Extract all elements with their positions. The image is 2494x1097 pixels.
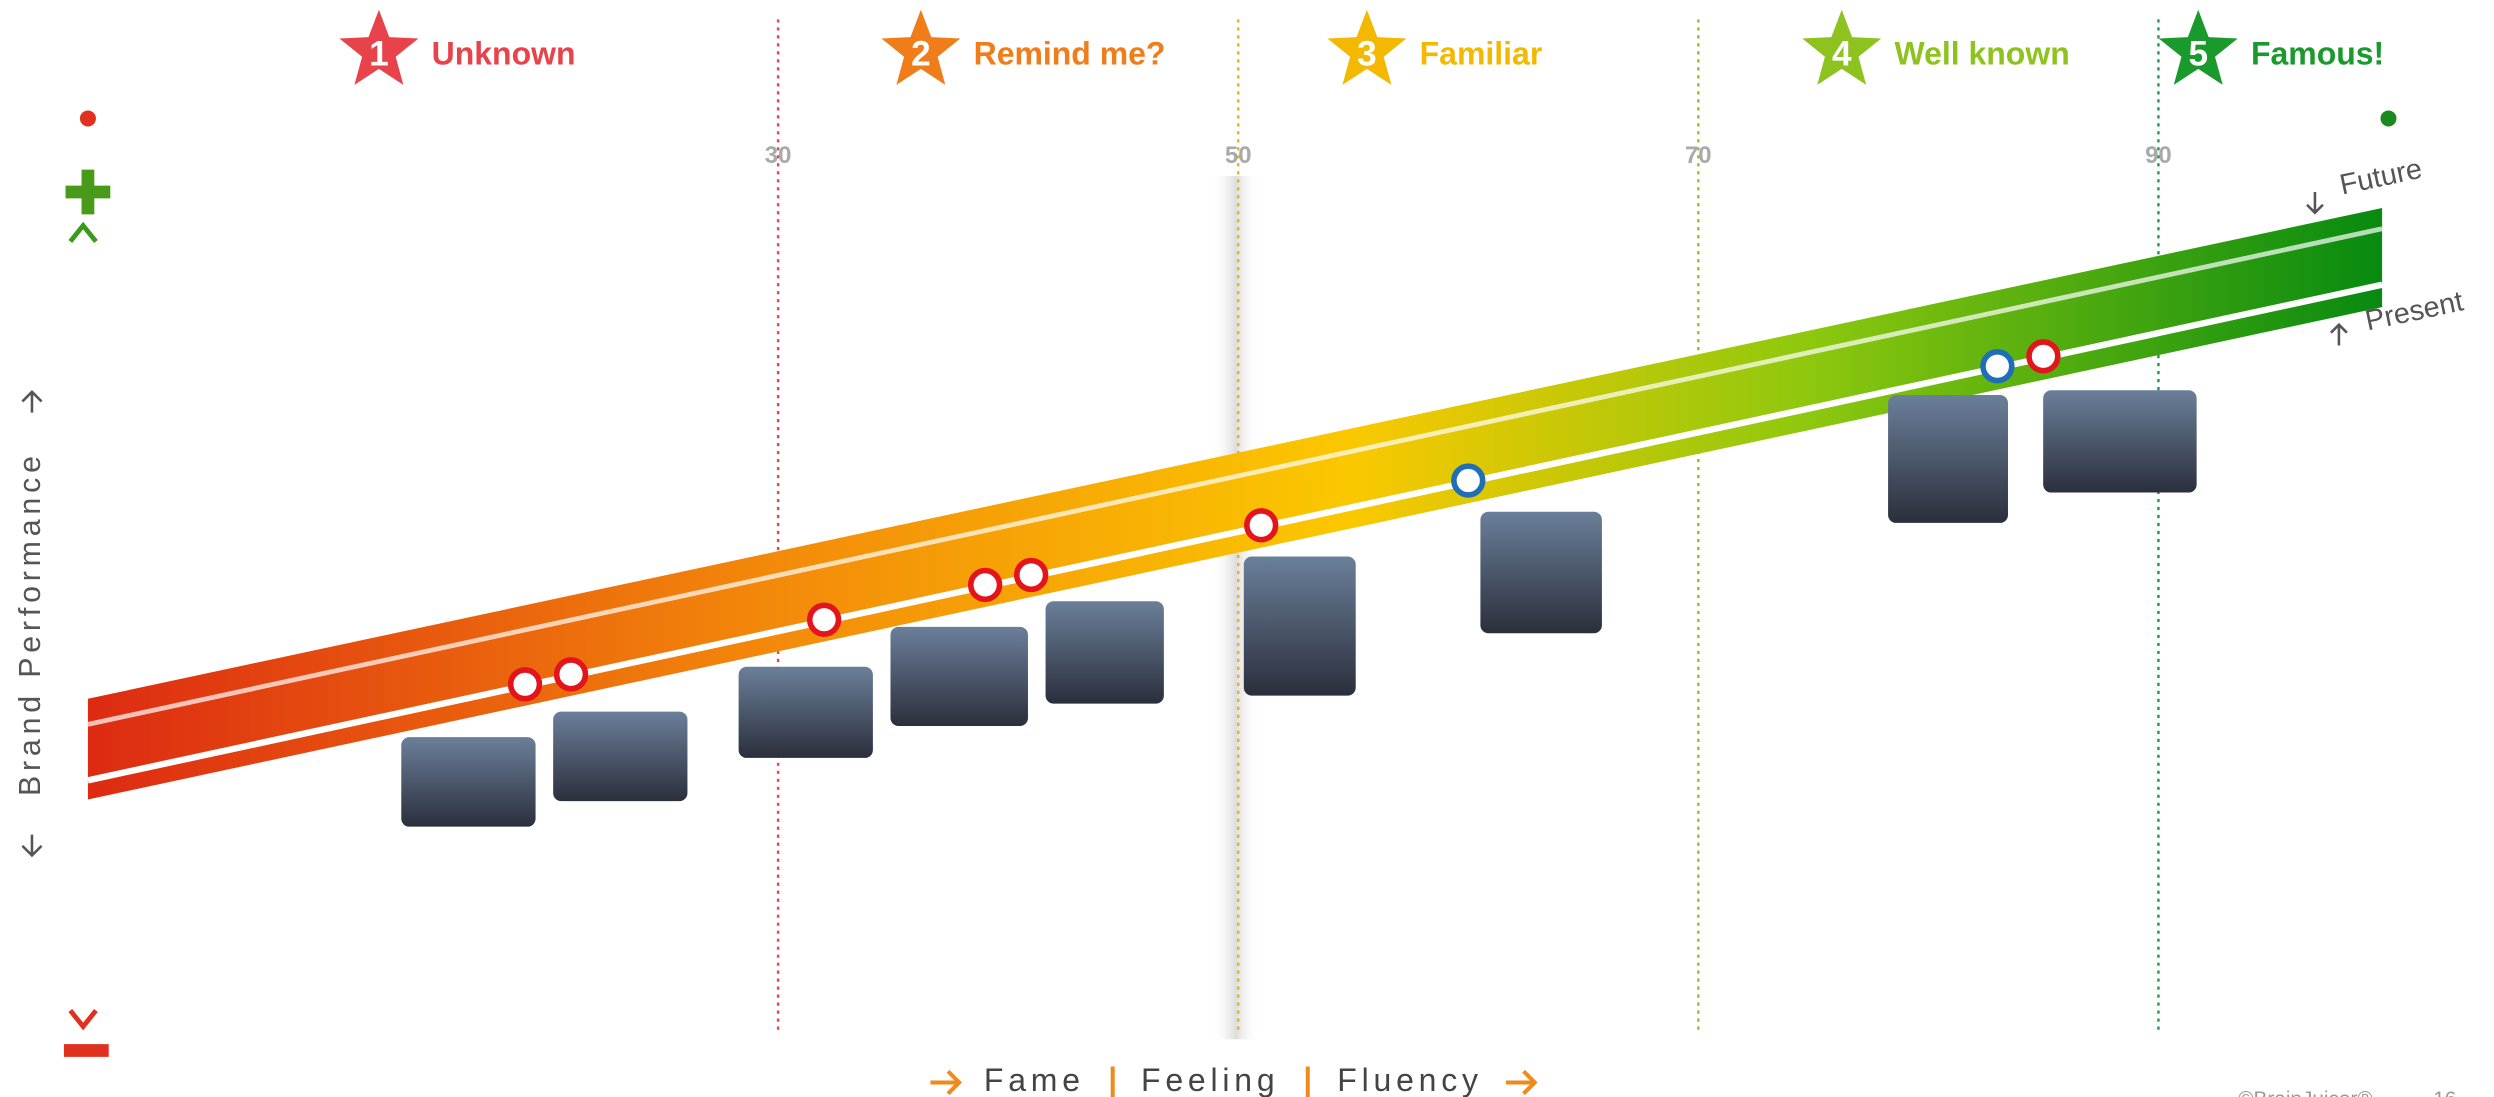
x-label: Fame [984, 1062, 1085, 1097]
point [1247, 511, 1276, 540]
axis-end [2380, 110, 2396, 126]
point [1017, 561, 1046, 590]
x-tick-label: 50 [1225, 142, 1252, 169]
x-tick-label: 90 [2145, 142, 2172, 169]
point [511, 670, 540, 699]
x-label: Fluency [1337, 1062, 1483, 1097]
line-label: Future [2337, 153, 2425, 202]
stage-number: 1 [369, 34, 389, 73]
x-tick-label: 70 [1685, 142, 1712, 169]
stage-number: 4 [1832, 34, 1852, 73]
stage-number: 5 [2188, 34, 2208, 73]
x-label: Feeling [1141, 1062, 1279, 1097]
stage-number: 3 [1357, 34, 1377, 73]
stage-label: Remind me? [974, 36, 1166, 72]
plus [66, 170, 111, 215]
point [810, 605, 839, 634]
point [971, 571, 1000, 600]
stage-label: Well known [1894, 36, 2069, 72]
stage-number: 2 [911, 34, 931, 73]
x-tick-label: 30 [765, 142, 792, 169]
page-number: 16 [2433, 1088, 2456, 1097]
y-label: Brand Performance [14, 451, 47, 796]
stage-label: Familiar [1420, 36, 1543, 72]
point [1983, 352, 2012, 381]
point [1454, 466, 1483, 495]
point [2029, 342, 2058, 371]
stage-label: Unknown [432, 36, 576, 72]
page: 30507090 Brand Performance Future Presen… [0, 0, 2494, 1097]
point [557, 660, 586, 689]
chart: 30507090 Brand Performance Future Presen… [0, 0, 2494, 1097]
stage-label: Famous! [2251, 36, 2384, 72]
footer: ©BrainJuicer® [2238, 1088, 2372, 1097]
axis-end [80, 110, 96, 126]
